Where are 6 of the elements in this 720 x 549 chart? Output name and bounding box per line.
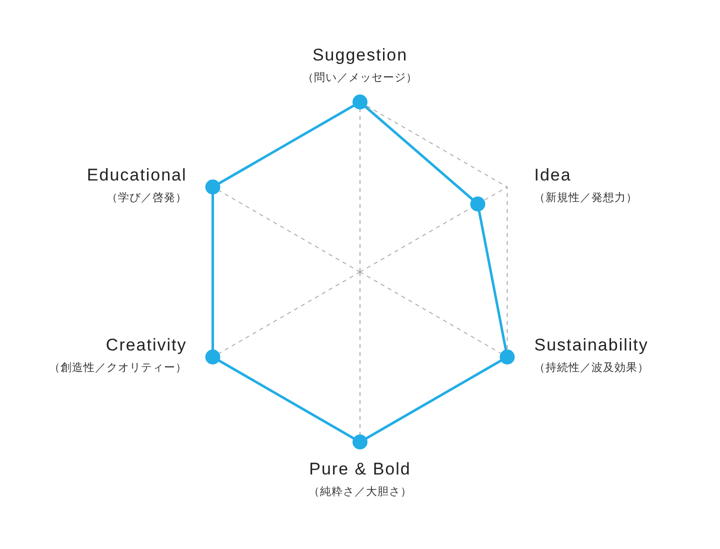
spoke-label: Pure & Bold （純粋さ／大胆さ） xyxy=(308,460,412,498)
spoke-label: Sustainability （持続性／波及効果） xyxy=(534,336,650,374)
spoke-label: Suggestion （問い／メッセージ） xyxy=(302,46,418,84)
spoke-label: Creativity （創造性／クオリティー） xyxy=(48,336,187,374)
spoke-label: Idea （新規性／発想力） xyxy=(534,166,638,204)
spoke-label: Educational （学び／啓発） xyxy=(86,166,187,204)
